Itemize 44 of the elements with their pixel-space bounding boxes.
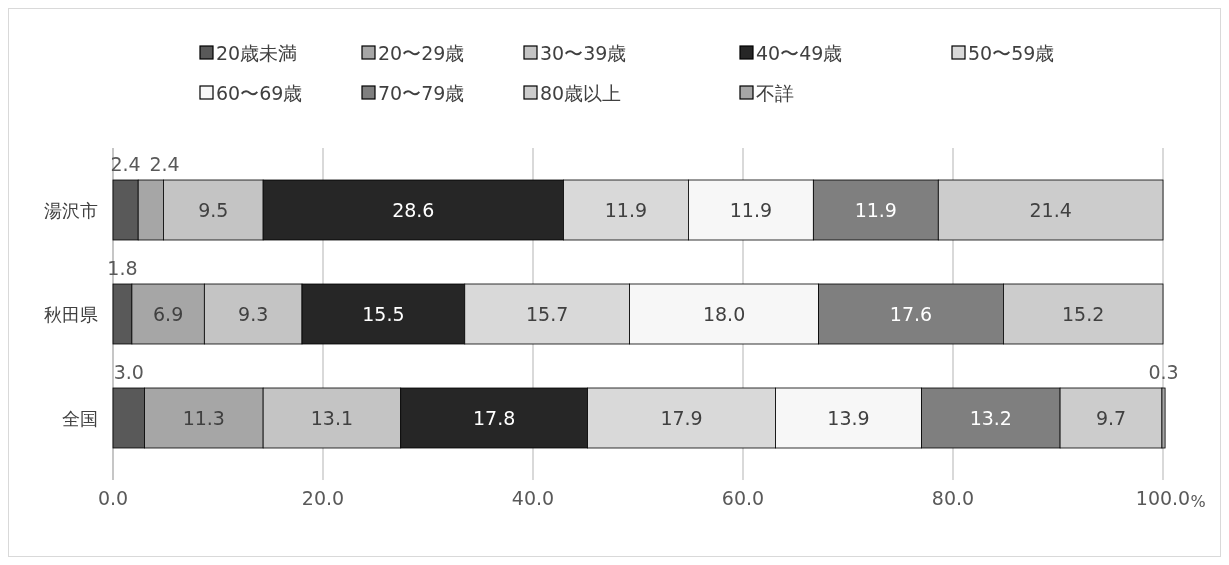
data-label: 2.4 [149, 153, 180, 175]
data-label: 0.3 [1148, 361, 1179, 383]
x-tick-label: 0.0 [97, 487, 129, 509]
x-axis-title: % [1190, 492, 1206, 511]
data-label: 11.9 [854, 199, 897, 221]
data-label: 13.2 [969, 407, 1012, 429]
data-label: 17.6 [889, 303, 933, 325]
y-tick-label: 全国 [62, 408, 98, 429]
data-label: 15.5 [362, 303, 405, 325]
data-label: 2.4 [110, 153, 141, 175]
data-label: 1.8 [107, 257, 138, 279]
x-tick-label: 40.0 [511, 487, 555, 509]
y-tick-label: 秋田県 [44, 304, 98, 325]
data-label: 9.3 [238, 303, 269, 325]
data-label: 11.9 [604, 199, 648, 221]
x-tick-label: 60.0 [721, 487, 765, 509]
legend-label: 30〜39歳 [540, 42, 627, 64]
data-label: 15.2 [1062, 303, 1105, 325]
data-label: 3.0 [113, 361, 144, 383]
data-label: 17.8 [472, 407, 516, 429]
data-label: 28.6 [392, 199, 435, 221]
data-label: 13.1 [310, 407, 354, 429]
x-tick-label: 20.0 [301, 487, 345, 509]
legend-label: 不詳 [756, 82, 794, 104]
legend-label: 20〜29歳 [378, 42, 465, 64]
data-label: 21.4 [1029, 199, 1072, 221]
x-tick-label: 100.0 [1135, 487, 1191, 509]
legend-label: 50〜59歳 [968, 42, 1055, 64]
data-label: 9.5 [198, 199, 229, 221]
data-label: 6.9 [153, 303, 184, 325]
data-label: 9.7 [1095, 407, 1127, 429]
data-label: 11.9 [729, 199, 773, 221]
legend-label: 60〜69歳 [216, 82, 303, 104]
data-label: 11.3 [182, 407, 225, 429]
x-tick-label: 80.0 [931, 487, 975, 509]
legend-label: 80歳以上 [540, 82, 622, 104]
data-label: 17.9 [660, 407, 703, 429]
legend-label: 20歳未満 [216, 42, 298, 64]
data-label: 15.7 [526, 303, 569, 325]
data-label: 18.0 [702, 303, 746, 325]
y-tick-label: 湯沢市 [44, 200, 98, 221]
legend-label: 40〜49歳 [756, 42, 843, 64]
data-label: 13.9 [827, 407, 870, 429]
legend-label: 70〜79歳 [378, 82, 465, 104]
